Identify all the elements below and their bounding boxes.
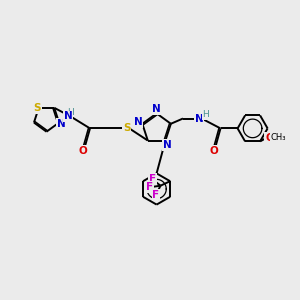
Text: N: N (64, 111, 73, 122)
Text: H: H (202, 110, 209, 119)
Text: N: N (57, 119, 66, 129)
Text: N: N (152, 104, 161, 114)
Text: CH₃: CH₃ (270, 133, 286, 142)
Text: N: N (163, 140, 171, 150)
Text: O: O (210, 146, 219, 156)
Text: H: H (67, 108, 74, 117)
Text: F: F (152, 190, 160, 200)
Text: S: S (34, 103, 41, 113)
Text: F: F (148, 174, 156, 184)
Text: F: F (146, 182, 154, 192)
Text: N: N (134, 117, 142, 127)
Text: O: O (79, 146, 88, 156)
Text: O: O (265, 133, 274, 143)
Text: S: S (123, 123, 130, 134)
Text: N: N (195, 113, 204, 124)
